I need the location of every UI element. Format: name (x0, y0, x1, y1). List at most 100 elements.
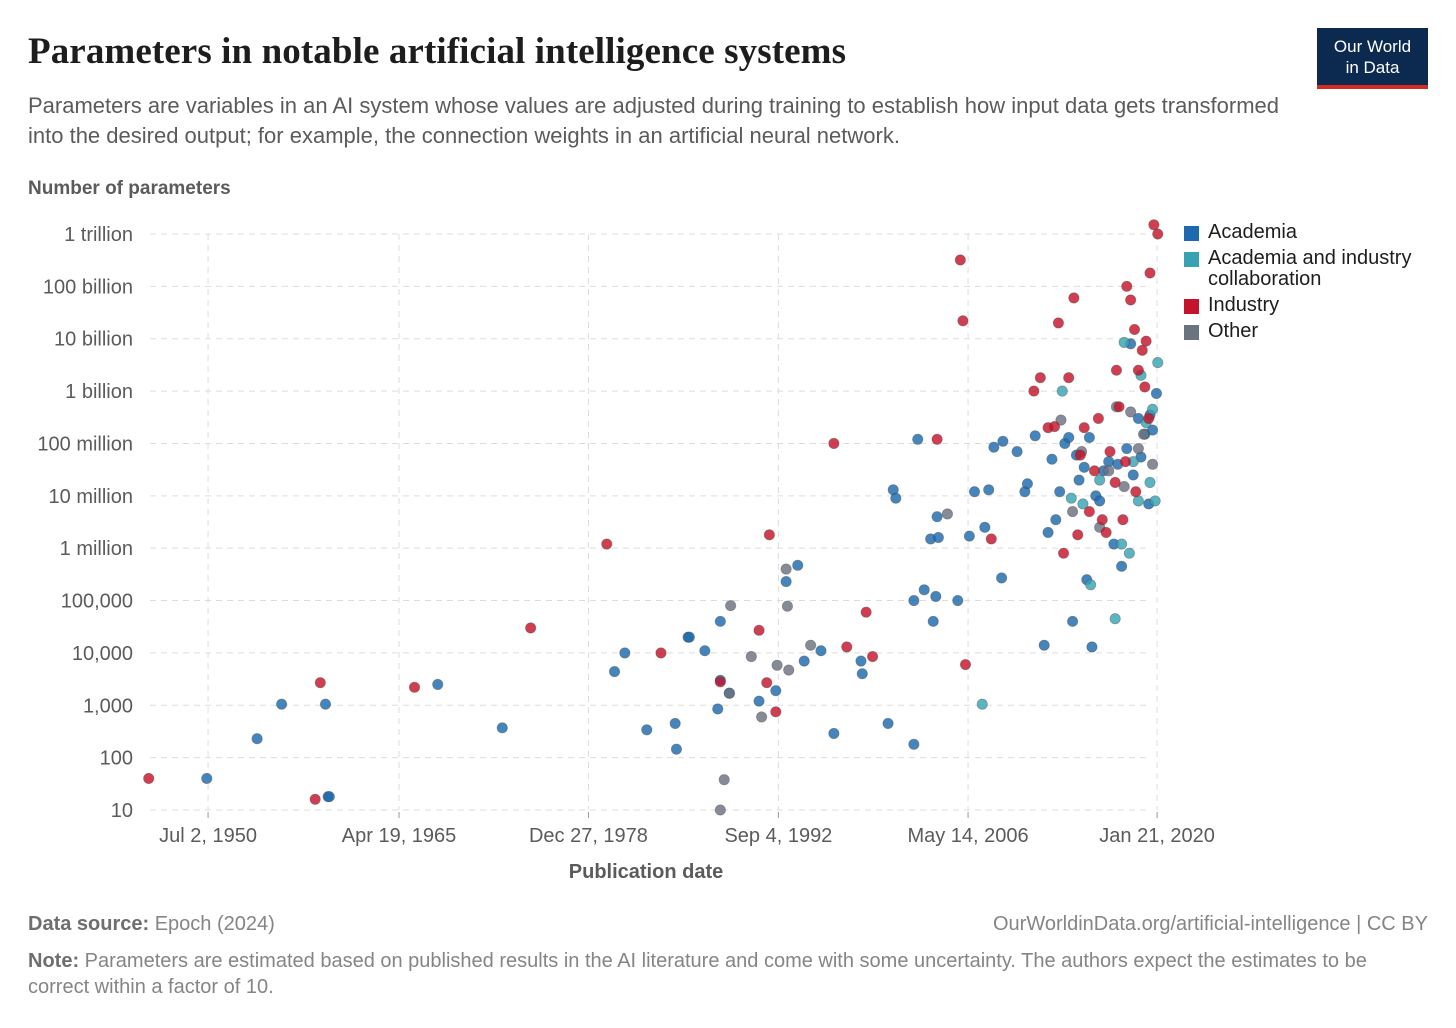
data-point-industry[interactable] (753, 624, 765, 636)
data-point-academia[interactable] (931, 511, 943, 523)
data-point-academia[interactable] (780, 576, 792, 588)
data-point-industry[interactable] (761, 677, 773, 689)
data-point-academia[interactable] (798, 655, 810, 667)
data-point-industry[interactable] (714, 676, 726, 688)
data-point-other[interactable] (714, 804, 726, 816)
data-point-academia-and-industry-collaboration[interactable] (1147, 403, 1159, 415)
legend-item-academia[interactable]: Academia (1184, 222, 1438, 243)
data-point-industry[interactable] (860, 606, 872, 618)
data-point-industry[interactable] (1148, 219, 1160, 231)
data-point-industry[interactable] (1048, 421, 1061, 433)
data-point-academia[interactable] (669, 717, 681, 729)
data-point-academia[interactable] (963, 530, 975, 542)
data-point-other[interactable] (723, 687, 735, 699)
data-point-industry[interactable] (1113, 401, 1125, 413)
data-point-industry[interactable] (1143, 412, 1155, 425)
data-point-academia[interactable] (770, 685, 782, 697)
data-point-academia[interactable] (927, 615, 939, 627)
data-point-industry[interactable] (408, 681, 421, 693)
data-point-academia[interactable] (882, 717, 894, 729)
data-point-academia[interactable] (1083, 431, 1095, 444)
data-point-industry[interactable] (655, 647, 667, 659)
legend-item-other[interactable]: Other (1184, 321, 1438, 342)
data-point-academia[interactable] (930, 590, 942, 602)
data-point-industry[interactable] (841, 641, 853, 653)
data-point-academia-and-industry-collaboration[interactable] (1123, 547, 1135, 559)
data-point-academia[interactable] (912, 433, 924, 445)
data-point-other[interactable] (1103, 465, 1115, 477)
data-point-industry[interactable] (309, 793, 321, 805)
data-point-other[interactable] (1067, 506, 1079, 518)
data-point-industry[interactable] (1119, 456, 1132, 468)
data-point-industry[interactable] (143, 772, 155, 785)
data-point-academia[interactable] (683, 631, 695, 643)
data-point-industry[interactable] (1117, 514, 1129, 526)
data-point-industry[interactable] (1096, 514, 1108, 526)
data-point-academia[interactable] (1063, 431, 1075, 444)
data-point-industry[interactable] (1052, 317, 1064, 329)
data-point-academia-and-industry-collaboration[interactable] (1077, 498, 1089, 510)
data-point-academia-and-industry-collaboration[interactable] (1144, 476, 1156, 489)
data-point-academia[interactable] (608, 666, 621, 678)
data-point-academia-and-industry-collaboration[interactable] (1116, 538, 1128, 550)
data-point-other[interactable] (771, 659, 783, 671)
data-point-academia[interactable] (1094, 495, 1106, 507)
data-point-industry[interactable] (867, 651, 879, 663)
data-point-academia[interactable] (996, 572, 1008, 584)
data-point-other[interactable] (805, 639, 817, 651)
data-point-academia[interactable] (1121, 442, 1133, 455)
license-link[interactable]: OurWorldinData.org/artificial-intelligen… (993, 913, 1428, 935)
data-point-industry[interactable] (1068, 292, 1080, 304)
data-point-industry[interactable] (1132, 364, 1144, 376)
data-point-academia[interactable] (890, 492, 902, 504)
data-point-academia-and-industry-collaboration[interactable] (1152, 357, 1164, 369)
data-point-other[interactable] (718, 774, 730, 786)
data-point-academia[interactable] (714, 615, 726, 627)
data-point-other[interactable] (1147, 458, 1159, 470)
data-point-academia[interactable] (496, 722, 508, 734)
data-point-academia-and-industry-collaboration[interactable] (1109, 613, 1121, 625)
data-point-industry[interactable] (1152, 228, 1164, 240)
data-point-academia-and-industry-collaboration[interactable] (1118, 336, 1130, 348)
data-point-industry[interactable] (1088, 465, 1101, 477)
data-point-academia[interactable] (908, 738, 920, 750)
data-point-academia-and-industry-collaboration[interactable] (1132, 495, 1144, 507)
data-point-academia[interactable] (1054, 486, 1066, 498)
data-point-academia[interactable] (1127, 469, 1139, 481)
data-point-industry[interactable] (1078, 422, 1090, 434)
data-point-industry[interactable] (1130, 486, 1142, 498)
data-point-academia[interactable] (979, 521, 991, 533)
data-point-industry[interactable] (1028, 385, 1040, 397)
data-point-academia[interactable] (712, 703, 724, 715)
data-point-academia[interactable] (1042, 526, 1054, 538)
data-point-industry[interactable] (828, 437, 840, 450)
data-point-industry[interactable] (1100, 526, 1112, 538)
data-point-industry[interactable] (1034, 372, 1046, 384)
data-point-industry[interactable] (1063, 372, 1075, 384)
data-point-industry[interactable] (957, 315, 969, 327)
data-point-industry[interactable] (770, 706, 782, 718)
data-point-academia-and-industry-collaboration[interactable] (1056, 385, 1068, 397)
data-point-academia[interactable] (1038, 639, 1050, 651)
data-point-industry[interactable] (763, 529, 775, 541)
data-point-academia-and-industry-collaboration[interactable] (976, 698, 988, 710)
owid-logo[interactable]: Our World in Data (1317, 28, 1428, 89)
data-point-industry[interactable] (959, 658, 972, 671)
data-point-academia[interactable] (918, 584, 930, 596)
data-point-academia[interactable] (319, 698, 332, 710)
data-point-academia[interactable] (1116, 560, 1128, 572)
data-point-industry[interactable] (931, 433, 943, 445)
data-point-industry[interactable] (1092, 412, 1104, 425)
data-point-academia[interactable] (1067, 615, 1079, 627)
data-point-academia[interactable] (619, 647, 631, 659)
data-point-academia[interactable] (1150, 387, 1163, 400)
data-point-academia[interactable] (1011, 446, 1023, 458)
data-point-other[interactable] (1125, 406, 1137, 418)
data-point-academia-and-industry-collaboration[interactable] (1065, 492, 1077, 504)
data-point-academia[interactable] (1050, 514, 1062, 526)
data-point-academia[interactable] (1147, 424, 1159, 436)
data-point-academia[interactable] (983, 484, 995, 496)
data-point-academia[interactable] (641, 724, 653, 736)
data-point-other[interactable] (745, 651, 757, 663)
data-point-academia[interactable] (251, 733, 263, 745)
